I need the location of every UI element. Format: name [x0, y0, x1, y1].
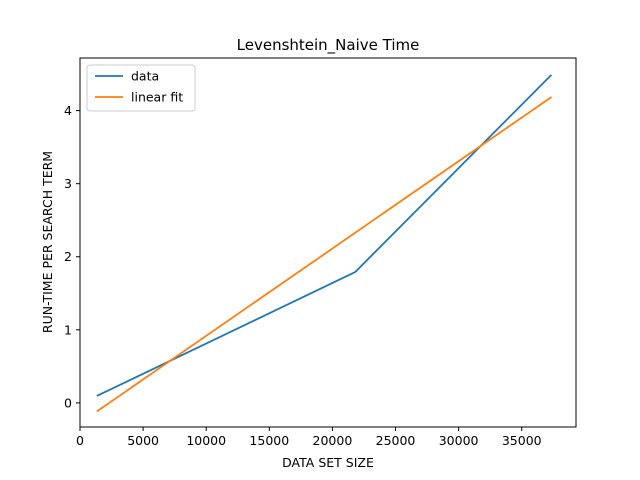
y-tick-label: 4 — [64, 103, 72, 118]
x-tick-label: 30000 — [439, 433, 479, 448]
x-tick-label: 35000 — [502, 433, 542, 448]
x-tick-label: 25000 — [376, 433, 416, 448]
axes-frame — [79, 57, 577, 428]
chart-title: Levenshtein_Naive Time — [237, 36, 420, 55]
y-tick-label: 1 — [64, 322, 72, 337]
x-tick-label: 0 — [76, 433, 84, 448]
x-axis: 0 5000 10000 15000 20000 25000 30000 35000 — [76, 427, 542, 448]
legend-label: linear fit — [131, 90, 183, 105]
x-tick-label: 10000 — [186, 433, 226, 448]
x-axis-label: DATA SET SIZE — [282, 455, 374, 470]
x-tick-label: 20000 — [313, 433, 353, 448]
y-axis: 0 1 2 3 4 — [64, 103, 80, 410]
y-axis-label: RUN-TIME PER SEARCH TERM — [40, 151, 55, 333]
y-tick-label: 2 — [64, 249, 72, 264]
legend: data linear fit — [86, 64, 196, 112]
series-line-data — [96, 74, 553, 397]
x-tick-label: 15000 — [249, 433, 289, 448]
legend-label: data — [131, 69, 159, 84]
plot-area — [96, 74, 553, 413]
y-tick-label: 3 — [64, 176, 72, 191]
y-tick-label: 0 — [64, 395, 72, 410]
x-tick-label: 5000 — [127, 433, 159, 448]
series-line-linear-fit — [96, 96, 553, 413]
